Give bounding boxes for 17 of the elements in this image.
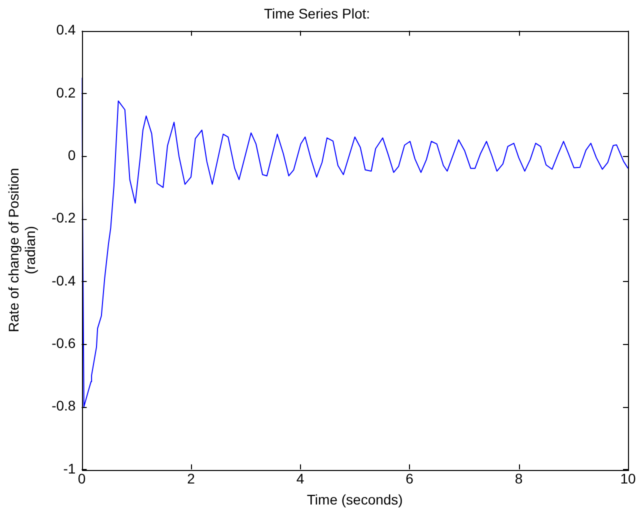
y-tick-label: 0 [68, 146, 76, 163]
x-tick-label: 10 [620, 470, 636, 487]
y-tick-label: -0.8 [52, 398, 76, 414]
x-tick-label: 4 [296, 470, 304, 487]
y-tick-label: -0.2 [52, 210, 76, 226]
y-tick-label: -1 [63, 460, 76, 476]
y-tick-label: -0.6 [52, 334, 76, 351]
chart-title: Time Series Plot: [264, 5, 370, 22]
y-tick-label: 0.4 [56, 22, 76, 38]
y-tick-label: -0.4 [52, 272, 76, 288]
x-tick-label: 8 [514, 470, 523, 487]
x-tick-label: 2 [187, 470, 196, 487]
y-tick-label: 0.2 [56, 84, 76, 100]
x-axis-title: Time (seconds) [306, 491, 403, 508]
x-tick-label: 6 [406, 470, 414, 487]
y-axis-title: Rate of change of Position (radian) [5, 168, 38, 332]
x-tick-label: 0 [78, 470, 86, 487]
